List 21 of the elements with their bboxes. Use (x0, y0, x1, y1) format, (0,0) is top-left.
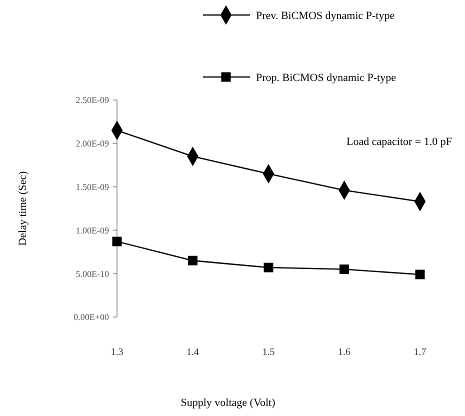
point (112, 236, 122, 246)
y-tick-label: 2.50E-09 (76, 95, 110, 106)
y-tick-label: 2.00E-09 (76, 138, 110, 149)
point (415, 270, 425, 280)
point (264, 262, 274, 272)
annotation: Load capacitor = 1.0 pF (346, 136, 452, 148)
x-tick-label: 1.4 (186, 347, 199, 358)
y-tick-label: 1.50E-09 (76, 182, 110, 192)
x-axis-title: Supply voltage (Volt) (180, 397, 276, 409)
legend-label: Prev. BiCMOS dynamic P-type (256, 10, 395, 22)
x-tick-label: 1.5 (262, 347, 275, 358)
x-tick-label: 1.6 (338, 347, 350, 358)
point (188, 256, 198, 266)
y-tick-label: 0.00E+00 (74, 312, 110, 322)
point (340, 264, 349, 274)
y-tick-label: 5.00E-10 (76, 268, 110, 279)
x-tick-label: 1.7 (414, 347, 426, 358)
y-axis-title: Delay time (Sec) (17, 170, 29, 246)
legend-label: Prop. BiCMOS dynamic P-type (256, 72, 396, 84)
y-tick-label: 1.00E-09 (76, 225, 110, 236)
x-tick-label: 1.3 (110, 347, 124, 358)
